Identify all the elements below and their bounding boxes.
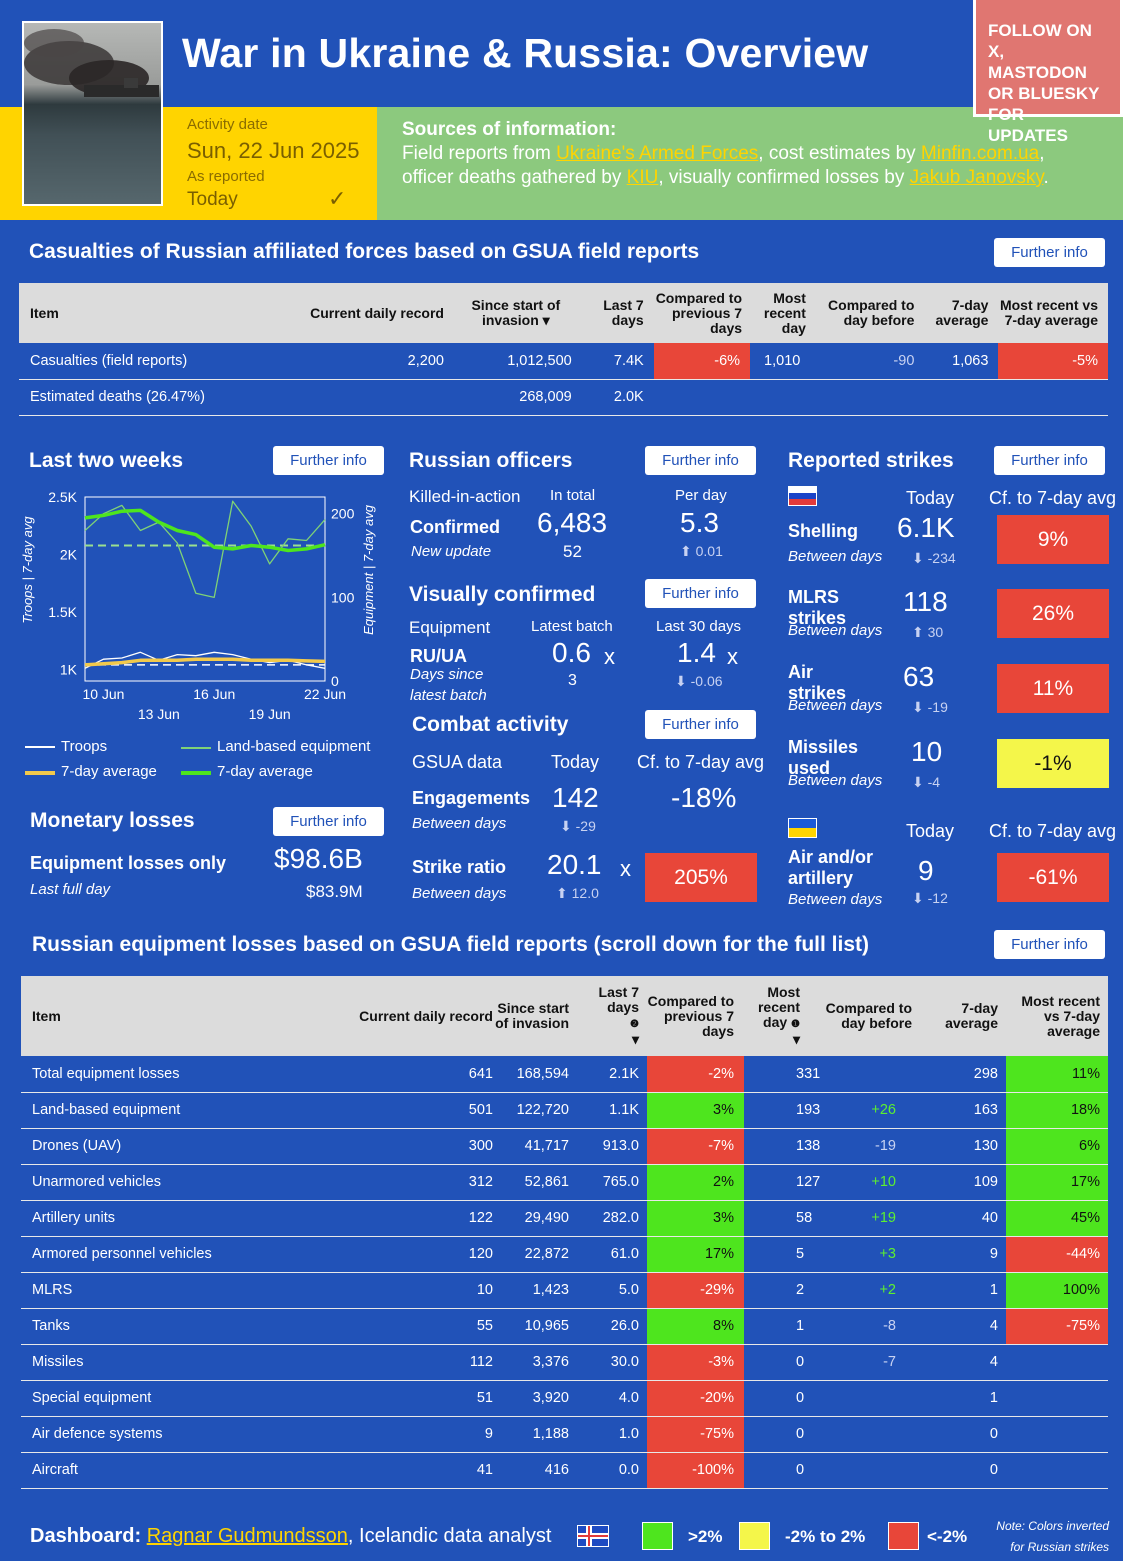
strike-label: Air strikes (788, 662, 847, 703)
ukraine-flag-icon (788, 818, 817, 838)
two-weeks-title: Last two weeks (29, 449, 184, 472)
table-row: Armored personnel vehicles 120 22,872 61.0 1… (21, 1236, 1108, 1273)
smoke-ship-image (24, 29, 159, 97)
y-left-tick: 1K (60, 662, 78, 678)
strike-value: 63 (903, 661, 935, 692)
y-right-tick: 200 (331, 506, 355, 522)
x-tick: 22 Jun (304, 686, 346, 702)
follow-banner[interactable]: FOLLOW ON X, MASTODON OR BLUESKY FOR UPD… (973, 0, 1123, 145)
header-photo (22, 21, 163, 206)
legend-yellow-swatch (739, 1522, 770, 1550)
strike-value: 10 (911, 736, 943, 767)
y-right-tick: 0 (331, 673, 339, 689)
table-row: Casualties (field reports) 2,200 1,012,5… (19, 343, 1108, 380)
monetary-value: $98.6B (274, 843, 363, 874)
further-info-button-monetary[interactable]: Further info (273, 807, 384, 836)
officers-title: Russian officers (409, 449, 573, 472)
table-row: Total equipment losses 641 168,594 2.1K -2% 3… (21, 1056, 1108, 1093)
monetary-title: Monetary losses (30, 809, 195, 832)
table-row: Aircraft 41 416 0.0 -100% 0 0 (21, 1452, 1108, 1489)
y-left-tick: 2.5K (48, 489, 77, 505)
ua-strikes-badge: -61% (997, 853, 1109, 902)
russia-flag-icon (788, 486, 817, 506)
table-row: MLRS 10 1,423 5.0 -29% 2 +2 1 100% (21, 1272, 1108, 1309)
x-tick: 10 Jun (82, 686, 124, 702)
series-line-1 (84, 657, 326, 667)
further-info-button-strikes[interactable]: Further info (994, 446, 1105, 475)
footer-note: Note: Colors inverted for Russian strikes (996, 1519, 1109, 1554)
table-row: Missiles 112 3,376 30.0 -3% 0 -7 4 (21, 1344, 1108, 1381)
strikes-title: Reported strikes (788, 449, 954, 472)
y-left-tick: 2K (60, 547, 78, 563)
page-title: War in Ukraine & Russia: Overview (182, 30, 869, 76)
strike-cf-badge: 11% (997, 664, 1109, 713)
officers-per-day: 5.3 (680, 507, 719, 538)
further-info-button-officers[interactable]: Further info (645, 446, 756, 475)
strike-cf-badge: -1% (997, 739, 1109, 788)
chart-legend: Troops Land-based equipment 7-day averag… (25, 738, 385, 788)
y-right-label: Equipment | 7-day avg (361, 504, 376, 635)
casualties-table: Item Current daily record Since start of… (19, 283, 1108, 416)
as-reported-label: As reported (187, 168, 265, 185)
link-armed-forces[interactable]: Ukraine's Armed Forces (556, 143, 759, 164)
x-tick: 13 Jun (138, 706, 180, 722)
today-label: Today (187, 189, 238, 210)
strike-label: Missiles used (788, 737, 859, 778)
equipment-table: Item Current daily record Since start of… (21, 976, 1108, 1489)
x-tick: 19 Jun (249, 706, 291, 722)
y-left-tick: 1.5K (48, 604, 77, 620)
strike-value: 118 (903, 586, 948, 617)
visual-title: Visually confirmed (409, 583, 596, 606)
further-info-button-visual[interactable]: Further info (645, 579, 756, 608)
two-weeks-chart: 2.5K 2K 1.5K 1K 200 100 0 10 Jun 13 Jun 16 Jun 19 … (20, 489, 376, 722)
sort-arrow-icon: ▾ (542, 312, 550, 328)
table-row: Air defence systems 9 1,188 1.0 -75% 0 0 (21, 1416, 1108, 1453)
table-row: Drones (UAV) 300 41,717 913.0 -7% 138 -19 130 6% (21, 1128, 1108, 1165)
table-row: Tanks 55 10,965 26.0 8% 1 -8 4 -75% (21, 1308, 1108, 1345)
legend-red-swatch (888, 1522, 919, 1550)
strike-cf-badge: 9% (997, 515, 1109, 564)
footer: Dashboard: Ragnar Gudmundsson, Icelandic… (30, 1525, 552, 1547)
sources-box: Sources of information: Field reports fr… (377, 107, 1123, 220)
equipment-title: Russian equipment losses based on GSUA f… (32, 933, 870, 956)
y-left-label: Troops | 7-day avg (20, 516, 35, 624)
further-info-button-weeks[interactable]: Further info (273, 446, 384, 475)
y-right-tick: 100 (331, 589, 355, 605)
link-kiu[interactable]: KIU (626, 167, 659, 188)
strike-cf-badge: 26% (997, 589, 1109, 638)
link-janovsky[interactable]: Jakub Janovsky (909, 167, 1044, 188)
strike-label: Shelling (788, 521, 859, 541)
check-icon: ✓ (328, 186, 347, 211)
table-row: Artillery units 122 29,490 282.0 3% 58 +19 40 45… (21, 1200, 1108, 1237)
author-link[interactable]: Ragnar Gudmundsson (146, 1525, 348, 1547)
further-info-button-combat[interactable]: Further info (645, 710, 756, 739)
sources-title: Sources of information: (402, 119, 617, 140)
legend-green-swatch (642, 1522, 673, 1550)
activity-date: Sun, 22 Jun 2025 (187, 138, 360, 163)
strike-label: MLRS strikes (788, 587, 847, 628)
sort-arrow-icon: ▾ (631, 1031, 639, 1047)
activity-label: Activity date (187, 116, 268, 133)
series-line-3 (84, 508, 326, 553)
strike-ratio-badge: 205% (645, 853, 757, 902)
sort-arrow-icon: ▾ (792, 1031, 800, 1047)
strike-value: 6.1K (897, 512, 955, 543)
combat-title: Combat activity (412, 713, 569, 736)
link-minfin[interactable]: Minfin.com.ua (920, 143, 1040, 164)
table-row: Unarmored vehicles 312 52,861 765.0 2% 127 +10… (21, 1164, 1108, 1201)
officers-total: 6,483 (537, 507, 608, 538)
further-info-button-casualties[interactable]: Further info (994, 238, 1105, 267)
further-info-button-equipment[interactable]: Further info (994, 930, 1105, 959)
table-row: Land-based equipment 501 122,720 1.1K 3% 193 +… (21, 1092, 1108, 1129)
x-tick: 16 Jun (193, 686, 235, 702)
table-row: Special equipment 51 3,920 4.0 -20% 0 1 (21, 1380, 1108, 1417)
iceland-flag-icon (577, 1525, 609, 1547)
table-row: Estimated deaths (26.47%) 268,009 2.0K (19, 379, 1108, 416)
casualties-title: Casualties of Russian affiliated forces … (29, 240, 700, 263)
header-bar (0, 0, 1123, 107)
